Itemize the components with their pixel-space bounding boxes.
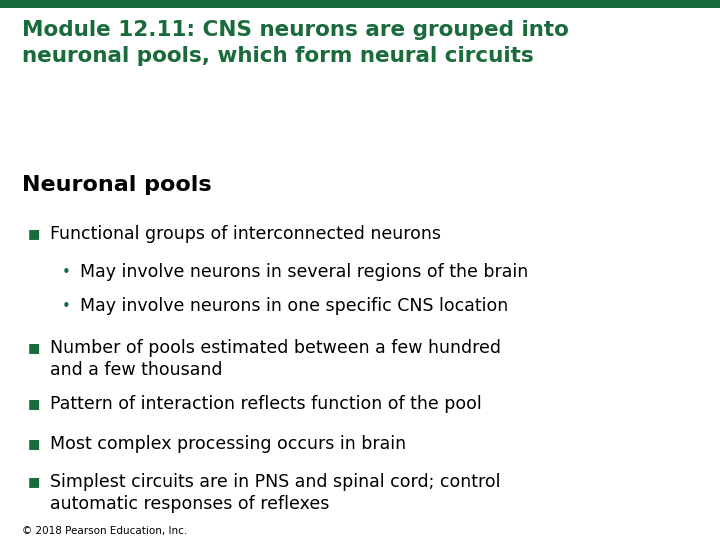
Text: Number of pools estimated between a few hundred
and a few thousand: Number of pools estimated between a few …: [50, 339, 501, 379]
Text: Most complex processing occurs in brain: Most complex processing occurs in brain: [50, 435, 406, 453]
Text: Pattern of interaction reflects function of the pool: Pattern of interaction reflects function…: [50, 395, 482, 413]
Text: Neuronal pools: Neuronal pools: [22, 175, 212, 195]
Text: ■: ■: [28, 475, 40, 488]
Text: ■: ■: [28, 397, 40, 410]
Text: ■: ■: [28, 227, 40, 240]
FancyBboxPatch shape: [0, 0, 720, 8]
Text: •: •: [62, 299, 71, 314]
Text: Functional groups of interconnected neurons: Functional groups of interconnected neur…: [50, 225, 441, 243]
Text: ■: ■: [28, 341, 40, 354]
Text: © 2018 Pearson Education, Inc.: © 2018 Pearson Education, Inc.: [22, 526, 187, 536]
Text: May involve neurons in one specific CNS location: May involve neurons in one specific CNS …: [80, 297, 508, 315]
Text: May involve neurons in several regions of the brain: May involve neurons in several regions o…: [80, 263, 528, 281]
Text: ■: ■: [28, 437, 40, 450]
Text: •: •: [62, 265, 71, 280]
Text: Module 12.11: CNS neurons are grouped into
neuronal pools, which form neural cir: Module 12.11: CNS neurons are grouped in…: [22, 20, 569, 66]
Text: Simplest circuits are in PNS and spinal cord; control
automatic responses of ref: Simplest circuits are in PNS and spinal …: [50, 473, 500, 513]
